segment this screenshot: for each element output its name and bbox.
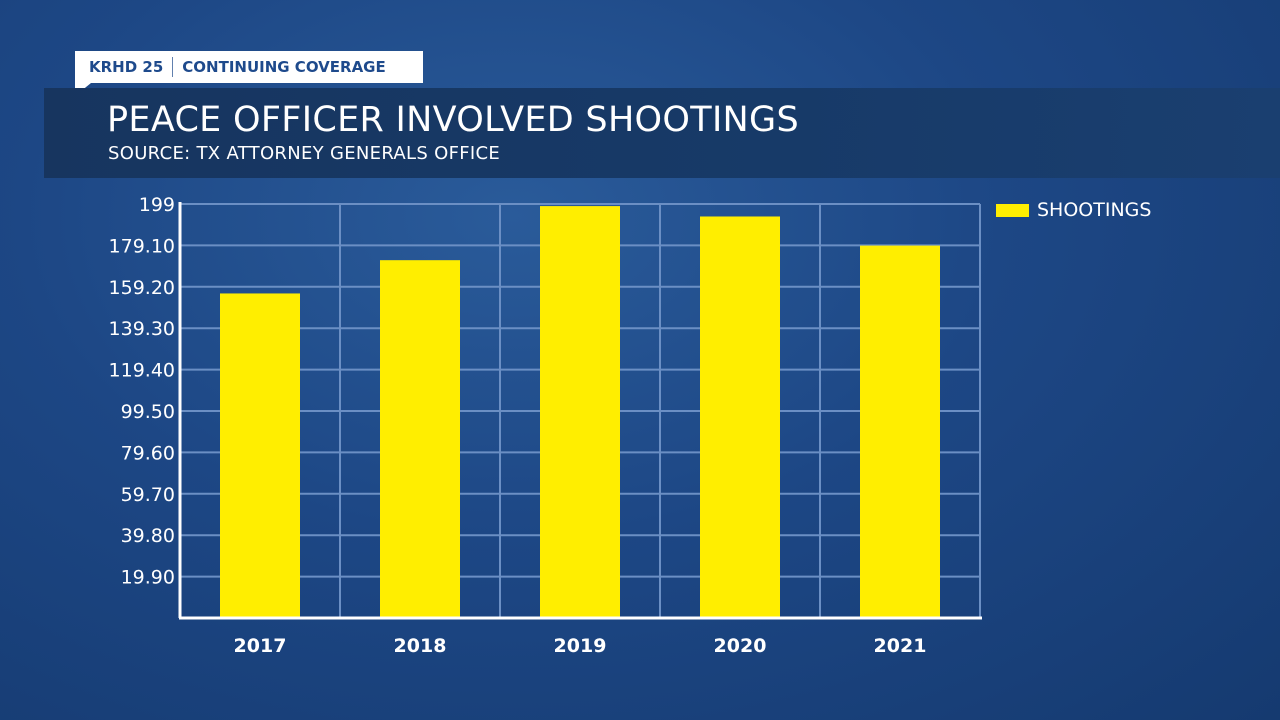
- y-tick-label: 59.70: [121, 484, 175, 506]
- legend-swatch: [996, 203, 1029, 217]
- chart-title: PEACE OFFICER INVOLVED SHOOTINGS: [107, 100, 799, 140]
- segment-name: CONTINUING COVERAGE: [182, 58, 386, 76]
- x-tick-label: 2020: [714, 635, 767, 657]
- y-tick-label: 19.90: [121, 567, 175, 589]
- bar-layer: [220, 206, 940, 619]
- bar-2017: [220, 293, 300, 618]
- station-name: KRHD 25: [89, 58, 164, 76]
- tag-separator: [172, 57, 174, 77]
- bar-2021: [860, 245, 940, 619]
- y-tick-label: 39.80: [121, 525, 175, 547]
- y-tick-label: 79.60: [121, 442, 175, 464]
- y-tick-label: 179.10: [109, 235, 175, 257]
- y-tick-label: 139.30: [109, 318, 175, 340]
- axis-layer: [178, 202, 982, 620]
- bar-2019: [540, 206, 620, 619]
- program-tag: KRHD 25 CONTINUING COVERAGE: [75, 51, 423, 83]
- x-tick-label: 2017: [234, 635, 287, 657]
- legend: SHOOTINGS: [996, 199, 1151, 221]
- label-layer: 19.90 39.80 59.70 79.60 99.50 119.40 139.30 159…: [109, 194, 927, 657]
- y-tick-label: 119.40: [109, 360, 175, 382]
- y-tick-label: 199: [139, 194, 175, 216]
- x-tick-label: 2019: [554, 635, 607, 657]
- x-tick-label: 2018: [394, 635, 447, 657]
- y-tick-label: 99.50: [121, 401, 175, 423]
- y-tick-label: 159.20: [109, 277, 175, 299]
- legend-label: SHOOTINGS: [1037, 199, 1152, 221]
- bar-2018: [380, 260, 460, 618]
- bar-2020: [700, 216, 780, 618]
- title-banner: [44, 88, 1280, 178]
- x-tick-label: 2021: [874, 635, 927, 657]
- chart-subtitle: SOURCE: TX ATTORNEY GENERALS OFFICE: [108, 143, 501, 164]
